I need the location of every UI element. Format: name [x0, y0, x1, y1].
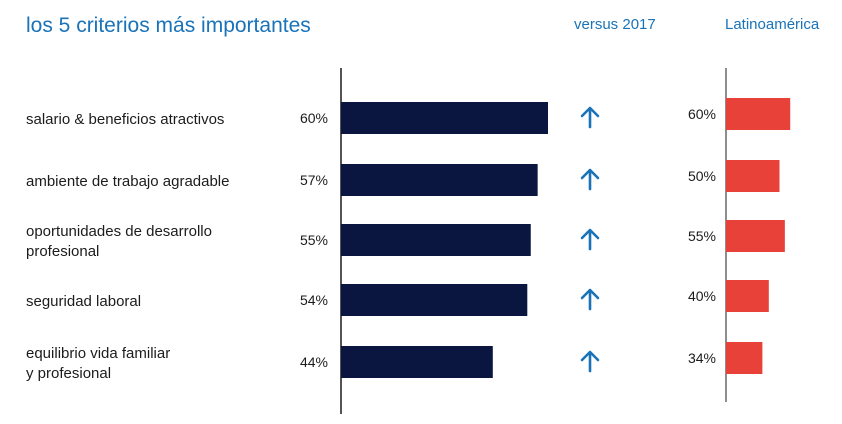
region-value-label: 60% [688, 106, 716, 122]
region-bar [726, 280, 769, 312]
region-bar [726, 160, 780, 192]
category-label-line: salario & beneficios atractivos [26, 111, 225, 128]
main-value-label: 54% [300, 292, 328, 308]
up-arrow-head [580, 228, 600, 240]
up-arrow-icon [580, 228, 600, 251]
region-value-label: 50% [688, 168, 716, 184]
category-label-line: profesional [26, 243, 100, 260]
main-bar [341, 224, 531, 256]
main-value-label: 57% [300, 172, 328, 188]
chart-title: los 5 criterios más importantes [26, 14, 311, 37]
category-label-line: y profesional [26, 365, 112, 382]
up-arrow-head [580, 288, 600, 300]
main-bar [341, 102, 548, 134]
main-value-label: 55% [300, 232, 328, 248]
up-arrow-icon [580, 350, 600, 373]
up-arrow-head [580, 350, 600, 362]
category-label-line: oportunidades de desarrollo [26, 223, 212, 240]
main-bar [341, 164, 538, 196]
main-bar [341, 346, 493, 378]
region-bar [726, 220, 785, 252]
category-label-line: ambiente de trabajo agradable [26, 173, 230, 190]
category-label-line: equilibrio vida familiar [26, 345, 171, 362]
versus-2017-header: versus 2017 [574, 16, 656, 33]
main-value-label: 44% [300, 354, 328, 370]
up-arrow-icon [580, 288, 600, 311]
category-label: equilibrio vida familiar y profesional [26, 344, 170, 384]
up-arrow-icon [580, 168, 600, 191]
category-label: seguridad laboral [26, 292, 141, 312]
region-bar [726, 342, 763, 374]
category-label: ambiente de trabajo agradable [26, 172, 229, 192]
up-arrow-icon [580, 106, 600, 129]
main-bar [341, 284, 528, 316]
region-bar [726, 98, 791, 130]
category-label-line: seguridad laboral [26, 293, 142, 310]
up-arrow-head [580, 106, 600, 118]
region-value-label: 34% [688, 350, 716, 366]
category-label: oportunidades de desarrollo profesional [26, 222, 212, 262]
region-value-label: 40% [688, 288, 716, 304]
category-label: salario & beneficios atractivos [26, 110, 224, 130]
region-value-label: 55% [688, 228, 716, 244]
main-value-label: 60% [300, 110, 328, 126]
up-arrow-head [580, 168, 600, 180]
latinoamerica-header: Latinoamérica [725, 16, 820, 33]
